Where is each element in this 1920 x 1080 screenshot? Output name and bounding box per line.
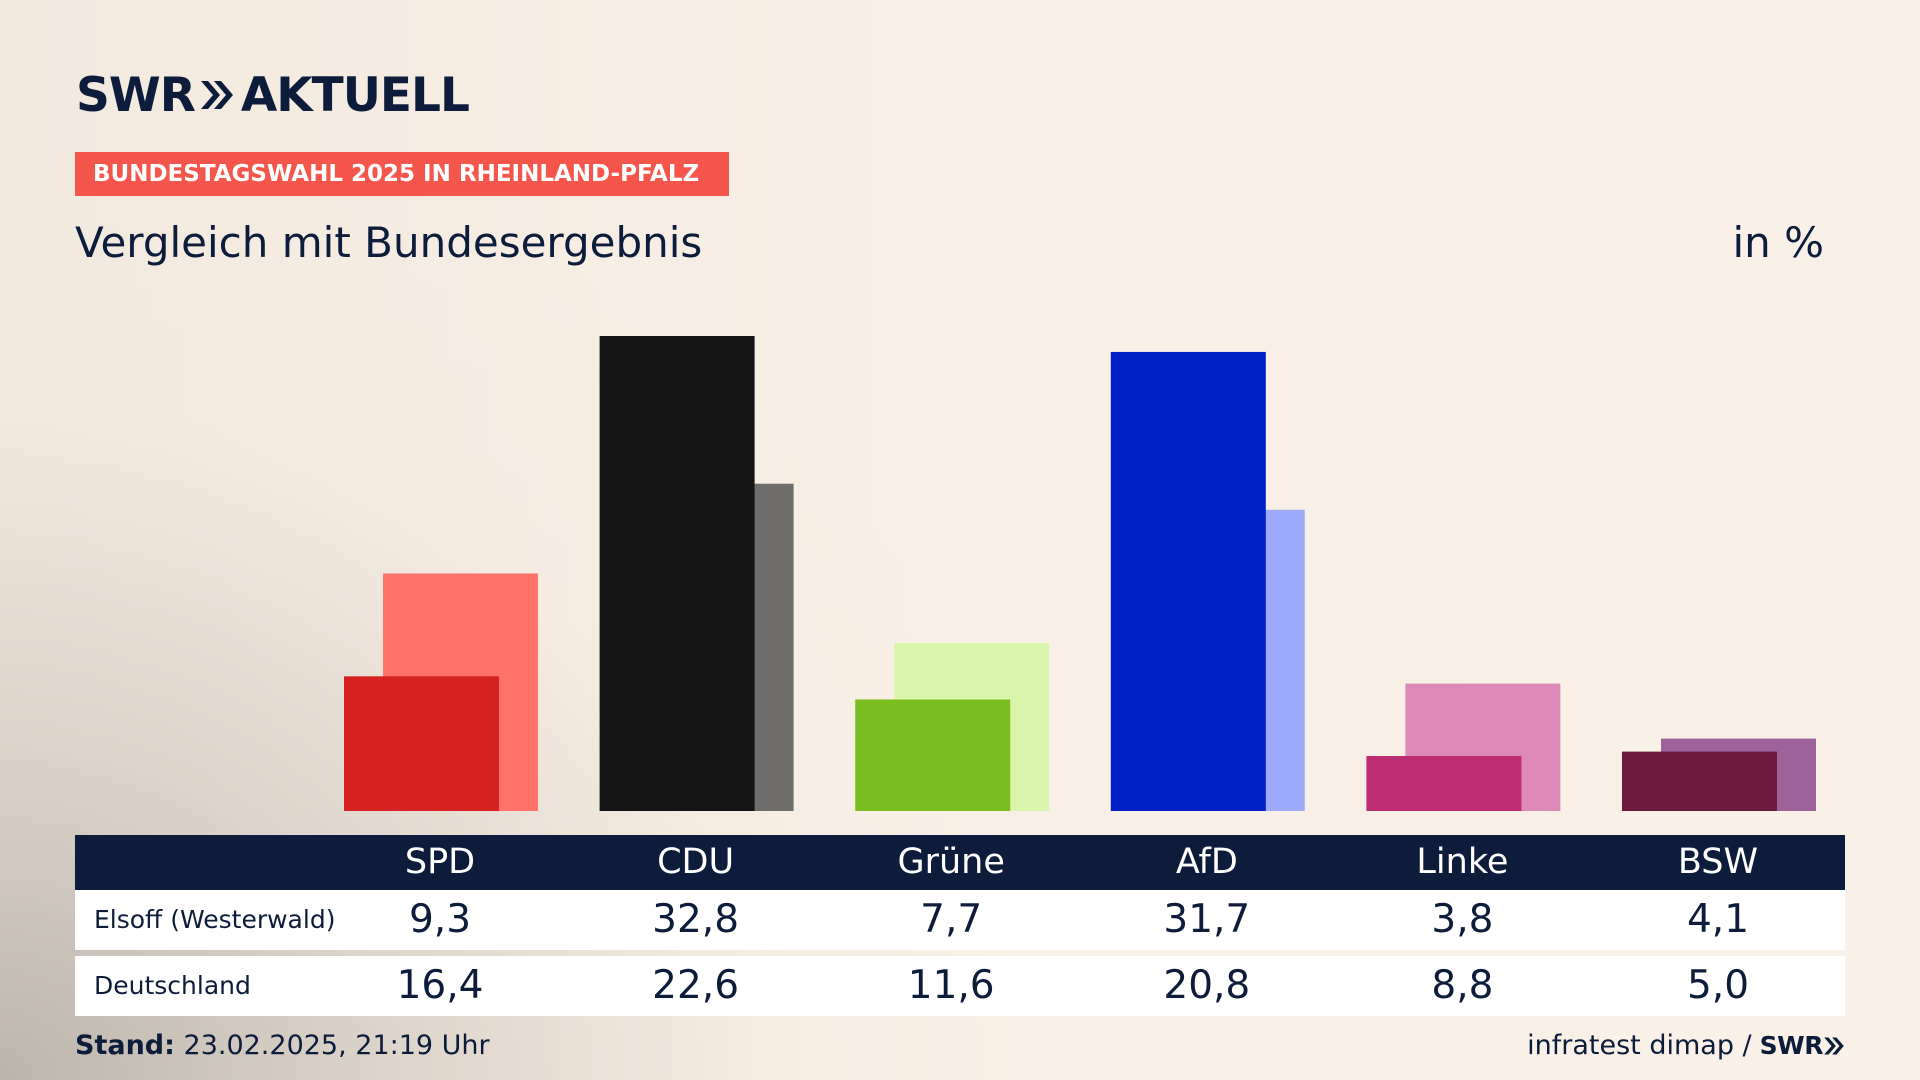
row-label-national: Deutschland [94,971,251,1000]
swr-mini-logo: SWR [1760,1031,1845,1060]
stand-value: 23.02.2025, 21:19 Uhr [183,1030,490,1061]
timestamp: Stand: 23.02.2025, 21:19 Uhr [75,1030,490,1061]
bar-local-3 [1110,351,1266,811]
cell-national-3: 20,8 [1163,963,1251,1008]
bar-local-5 [1622,751,1777,811]
column-header-2: Grüne [897,842,1005,882]
chart-subtitle: Vergleich mit Bundesergebnis [75,218,703,267]
column-header-5: BSW [1677,842,1759,882]
stand-label: Stand: [75,1030,175,1061]
cell-national-0: 16,4 [396,963,484,1008]
cell-local-0: 9,3 [408,897,472,942]
source-text: infratest dimap / [1527,1030,1752,1061]
table-row-national: Deutschland 16,4 22,6 11,6 20,8 8,8 5,0 [75,956,1845,1016]
bar-local-2 [855,699,1011,811]
logo-swr-text: SWR [76,68,196,123]
cell-local-5: 4,1 [1686,897,1750,942]
column-header-3: AfD [1175,842,1238,882]
cell-local-1: 32,8 [652,897,740,942]
swr-aktuell-logo: SWR AKTUELL [76,68,470,123]
cell-local-2: 7,7 [920,897,983,942]
double-chevron-icon [199,68,235,123]
column-header-4: Linke [1416,842,1509,882]
cell-national-2: 11,6 [907,963,995,1008]
column-header-1: CDU [657,842,735,882]
logo-aktuell-text: AKTUELL [240,68,470,123]
cell-national-1: 22,6 [652,963,740,1008]
cell-local-3: 31,7 [1163,897,1251,942]
cell-national-4: 8,8 [1431,963,1494,1008]
unit-label: in % [1732,218,1824,267]
mini-chevron-icon [1824,1037,1844,1055]
bar-local-0 [344,676,499,811]
bar-local-4 [1366,755,1522,811]
cell-national-5: 5,0 [1686,963,1750,1008]
table-row-local: Elsoff (Westerwald) 9,3 32,8 7,7 31,7 3,8 4,1 [75,890,1845,950]
column-header-0: SPD [404,842,476,882]
source-credit: infratest dimap / SWR [1527,1030,1845,1061]
mini-logo-text: SWR [1759,1031,1824,1060]
table-header: SPD CDU Grüne AfD Linke BSW [75,835,1845,890]
cell-local-4: 3,8 [1431,897,1494,942]
row-label-local: Elsoff (Westerwald) [94,905,336,934]
election-badge: BUNDESTAGSWAHL 2025 IN RHEINLAND-PFALZ [75,152,729,196]
results-table: SPD CDU Grüne AfD Linke BSW Elsoff (Westerwal… [75,835,1845,1016]
bar-local-1 [599,336,755,811]
